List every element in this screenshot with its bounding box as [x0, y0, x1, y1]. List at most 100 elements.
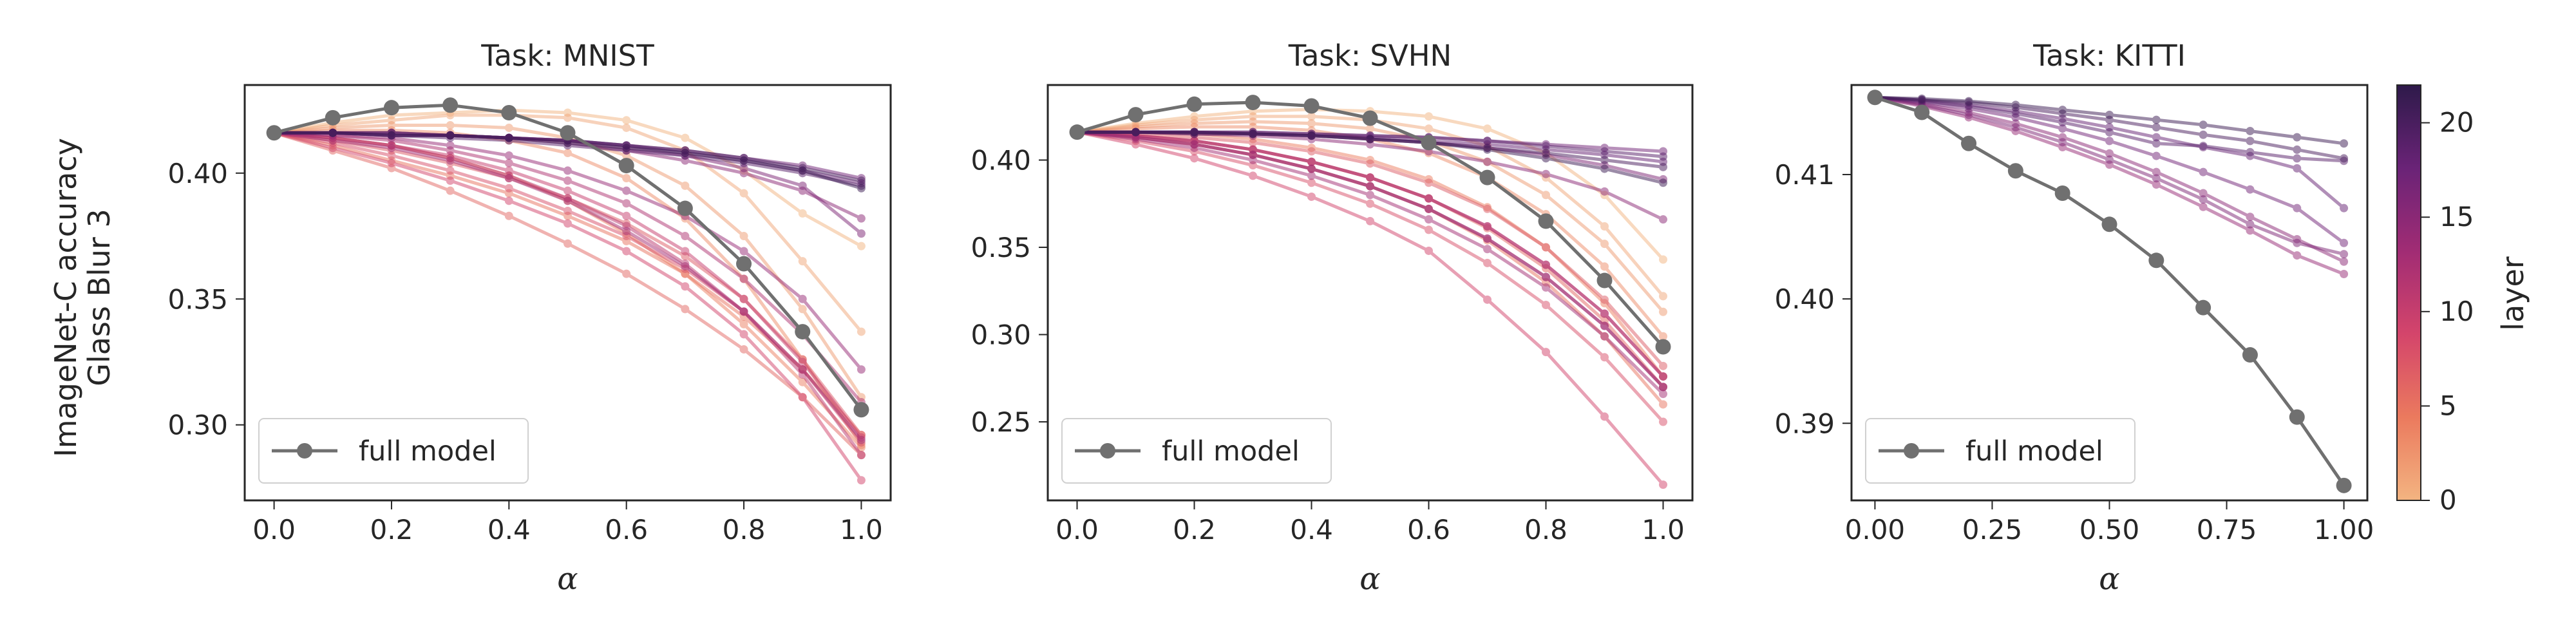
data-point	[2105, 137, 2114, 146]
data-point	[1307, 131, 1316, 140]
data-point	[1600, 295, 1609, 304]
data-point	[446, 131, 455, 140]
data-point	[857, 451, 866, 460]
data-point-full-model	[1128, 107, 1144, 123]
data-point	[2152, 115, 2161, 124]
data-point	[798, 257, 807, 266]
data-point	[798, 294, 807, 303]
data-point	[2152, 151, 2161, 160]
data-point	[446, 121, 455, 130]
data-point	[739, 294, 748, 303]
data-point-full-model	[501, 105, 517, 120]
legend: full model	[1061, 418, 1332, 484]
data-point	[1307, 171, 1316, 180]
y-tick-label: 0.40	[167, 158, 228, 189]
data-point	[798, 209, 807, 218]
data-point	[739, 345, 748, 354]
panel-title-mnist: Task: MNIST	[480, 39, 654, 73]
data-point-full-model	[2289, 409, 2305, 425]
data-point	[1366, 216, 1374, 225]
x-tick-label: 0.8	[723, 514, 766, 545]
data-point	[387, 151, 396, 160]
data-point	[622, 116, 631, 125]
data-point	[2152, 167, 2161, 176]
data-point	[681, 282, 690, 291]
x-tick-label: 0.75	[2197, 514, 2257, 545]
x-tick-label: 0.00	[1845, 514, 1906, 545]
data-point	[1659, 400, 1667, 409]
x-tick-label: 0.0	[252, 514, 296, 545]
data-point	[739, 189, 748, 198]
data-point	[1542, 283, 1550, 292]
data-point	[1366, 135, 1374, 144]
data-point	[1659, 215, 1667, 224]
x-tick-label: 1.0	[840, 514, 883, 545]
legend-marker	[297, 443, 312, 459]
panel-title-svhn: Task: SVHN	[1288, 39, 1452, 73]
data-point	[1659, 162, 1667, 171]
data-point	[1659, 383, 1667, 392]
data-point	[1307, 119, 1316, 128]
data-point	[2340, 257, 2349, 266]
y-tick-label: 0.40	[971, 145, 1031, 176]
data-point	[857, 365, 866, 374]
data-point	[681, 247, 690, 256]
data-point	[2199, 195, 2208, 204]
data-point	[2199, 202, 2208, 211]
legend-box	[258, 418, 529, 484]
legend-label: full model	[1965, 435, 2103, 468]
x-axis-label: α	[557, 561, 578, 597]
data-point	[1659, 178, 1667, 187]
data-point	[1425, 178, 1433, 187]
data-point	[1249, 150, 1257, 159]
data-point	[2011, 100, 2020, 109]
data-point	[622, 186, 631, 195]
data-point	[1659, 361, 1667, 370]
data-point	[2058, 124, 2067, 133]
data-point	[857, 184, 866, 193]
axes-frame	[243, 84, 892, 502]
data-point-full-model	[2054, 185, 2070, 202]
data-point	[1964, 97, 1973, 106]
x-tick-label: 1.0	[1642, 514, 1685, 545]
data-point	[622, 123, 631, 132]
data-point-full-model	[1421, 135, 1437, 151]
data-point	[739, 247, 748, 256]
data-point	[1190, 128, 1198, 137]
data-point	[1483, 124, 1492, 133]
data-point	[328, 128, 337, 137]
data-point-full-model	[383, 100, 399, 116]
data-point-full-model	[1303, 98, 1320, 114]
data-point	[857, 214, 866, 223]
data-point	[857, 476, 866, 485]
data-point	[504, 174, 513, 183]
data-point	[1600, 332, 1609, 341]
data-point	[857, 176, 866, 185]
data-point	[1542, 260, 1550, 269]
colorbar-tick-label: 20	[2439, 107, 2474, 138]
data-point-full-model	[2101, 216, 2117, 232]
data-point	[857, 435, 866, 444]
data-point	[2246, 226, 2255, 235]
data-point	[1659, 390, 1667, 399]
data-point	[2058, 106, 2067, 115]
data-point	[2199, 142, 2208, 151]
data-point	[1425, 246, 1433, 255]
data-point	[1542, 169, 1550, 178]
data-point	[504, 123, 513, 132]
data-point	[2340, 238, 2349, 247]
data-point	[1307, 157, 1316, 166]
data-point	[1366, 124, 1374, 133]
data-point	[1425, 225, 1433, 234]
data-point	[1483, 157, 1492, 166]
data-point	[1964, 110, 1973, 119]
data-point	[1659, 255, 1667, 264]
legend-box	[1865, 418, 2136, 484]
data-point	[1659, 152, 1667, 161]
data-point	[446, 141, 455, 150]
data-point	[564, 196, 572, 205]
data-point	[1600, 412, 1609, 421]
data-point	[1425, 124, 1433, 133]
x-tick-label: 0.6	[605, 514, 648, 545]
data-point	[1600, 309, 1609, 318]
